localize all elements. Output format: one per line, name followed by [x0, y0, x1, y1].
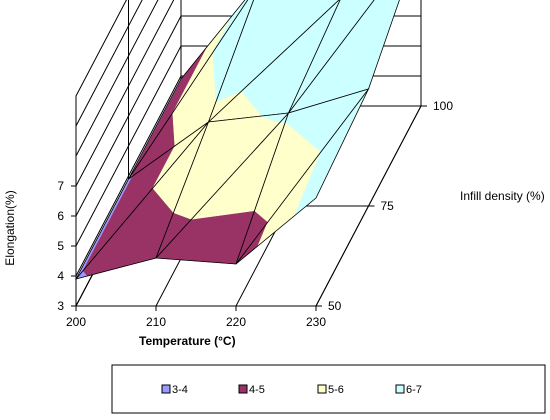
legend-label: 6-7: [406, 384, 422, 396]
legend-swatch: [161, 384, 171, 394]
z-tick-label: 7: [57, 179, 64, 193]
z-tick-label: 6: [57, 209, 64, 223]
y-tick-label: 75: [381, 199, 395, 213]
surface-edge: [235, 88, 370, 265]
z-axis-title: Elongation(%): [3, 190, 17, 265]
z-tick-label: 5: [57, 239, 64, 253]
surface-edge: [208, 0, 340, 123]
y-axis-title: Infill density (%): [460, 189, 545, 203]
x-tick-label: 210: [146, 315, 166, 329]
legend-label: 5-6: [328, 384, 344, 396]
legend: 3-4 4-5 5-6 6-7: [161, 384, 422, 396]
legend-label: 4-5: [249, 384, 265, 396]
y-tick-label: 100: [433, 99, 453, 113]
z-gridline: [75, 0, 175, 187]
legend-box: [111, 364, 546, 414]
z-gridline: [75, 0, 159, 157]
z-tick-label: 3: [57, 299, 64, 313]
legend-swatch: [238, 384, 248, 394]
surface-edge: [75, 121, 209, 280]
z-tick-label: 4: [57, 269, 64, 283]
x-tick-label: 230: [306, 315, 326, 329]
y-tick-label: 50: [328, 299, 342, 313]
legend-swatch: [395, 384, 405, 394]
x-axis-title: Temperature (°C): [139, 334, 236, 348]
x-tick-label: 220: [226, 315, 246, 329]
legend-swatch: [317, 384, 327, 394]
legend-label: 3-4: [172, 384, 188, 396]
z-gridline: [75, 0, 143, 127]
x-tick-label: 200: [66, 315, 86, 329]
surface-edge: [288, 0, 375, 114]
surface-edge: [155, 112, 290, 259]
surface-edge: [128, 0, 249, 180]
surface-plot: [74, 0, 400, 280]
